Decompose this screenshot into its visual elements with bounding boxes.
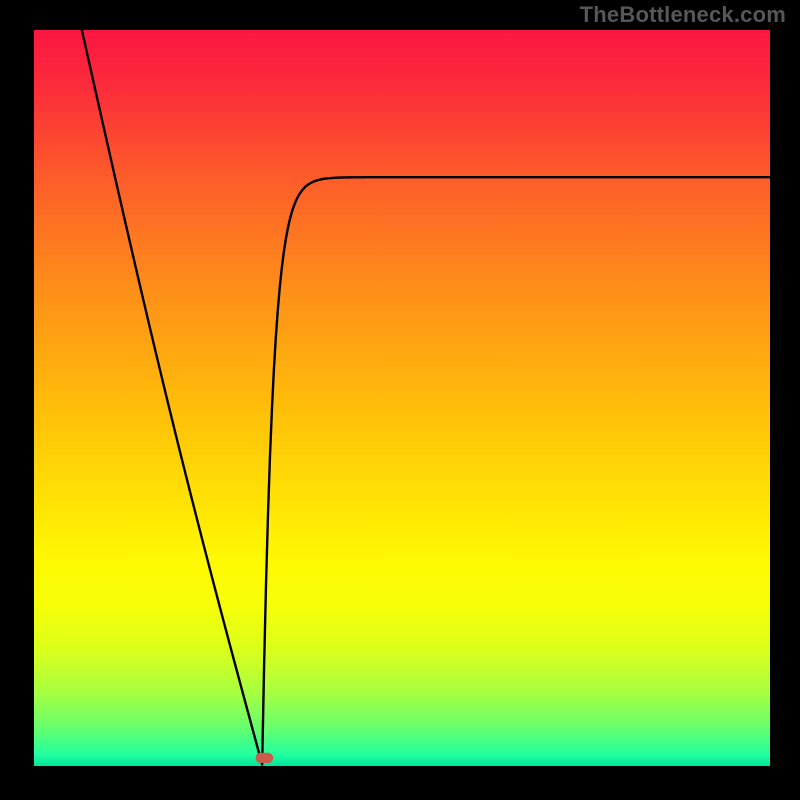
plot-background-gradient (34, 30, 770, 766)
bottleneck-chart: TheBottleneck.com (0, 0, 800, 800)
source-watermark: TheBottleneck.com (580, 2, 786, 28)
optimum-marker (256, 753, 274, 763)
chart-svg (0, 0, 800, 800)
